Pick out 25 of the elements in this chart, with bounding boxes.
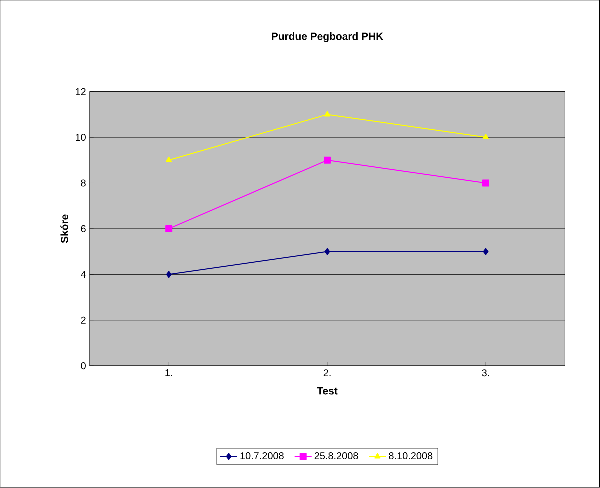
y-axis-title: Skóre: [60, 214, 68, 244]
legend-label: 25.8.2008: [314, 452, 358, 460]
point: [166, 156, 172, 162]
chart-title: Purdue Pegboard PHK: [272, 32, 384, 42]
y-tick-label: 10: [76, 134, 86, 142]
y-tick-label: 6: [81, 225, 86, 232]
point: [166, 225, 173, 232]
point: [166, 271, 172, 278]
y-tick-label: 2: [81, 316, 86, 324]
y-tick-label: 0: [81, 362, 86, 370]
point: [483, 248, 489, 256]
legend-label: 10.7.2008: [240, 452, 284, 460]
y-tick-label: 12: [76, 88, 86, 96]
point: [324, 156, 332, 164]
legend-label: 8.10.2008: [389, 452, 433, 460]
x-tick-label: 1.: [166, 370, 172, 376]
x-tick-label: 3.: [482, 370, 490, 377]
y-tick-label: 8: [81, 180, 86, 187]
point: [324, 111, 331, 117]
x-tick-label: 2.: [324, 370, 331, 377]
y-tick-label: 4: [81, 271, 86, 278]
point: [482, 134, 490, 140]
x-axis-title: Test: [317, 388, 338, 395]
point: [324, 248, 330, 256]
point: [482, 180, 490, 187]
